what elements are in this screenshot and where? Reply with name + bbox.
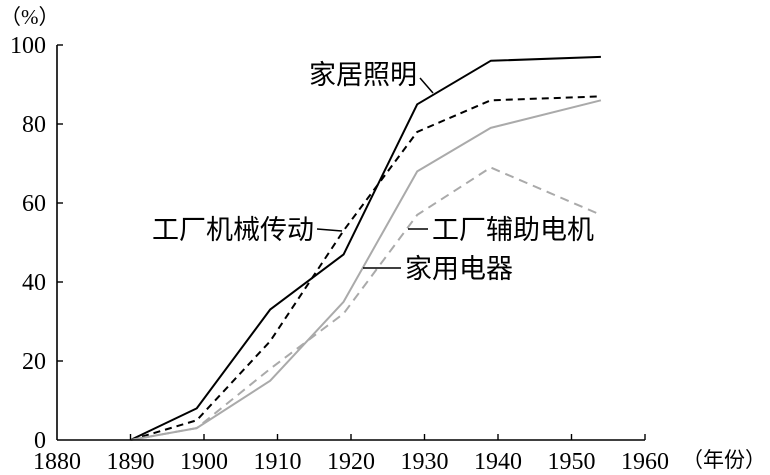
series-label-leader xyxy=(316,228,343,232)
x-tick-label: 1960 xyxy=(621,449,669,475)
x-tick-label: 1940 xyxy=(474,449,522,475)
series-label-home-lighting: 家居照明 xyxy=(309,60,417,90)
y-axis-title: （%） xyxy=(0,5,60,29)
y-tick-label: 0 xyxy=(34,428,46,454)
x-tick-label: 1900 xyxy=(180,449,228,475)
y-tick-label: 60 xyxy=(22,191,46,217)
y-tick-label: 100 xyxy=(10,33,46,59)
series-line-household-appliances xyxy=(130,99,602,441)
series-label-leader xyxy=(419,77,434,94)
y-tick-label: 40 xyxy=(22,270,46,296)
series-label-household-appliances: 家用电器 xyxy=(405,254,513,284)
series-label-factory-mechanical-drive: 工厂机械传动 xyxy=(152,215,314,245)
tick-layer: 1880 1890 1900 1910 1920 1930 1940 1950 1960 0 20 4… xyxy=(10,33,669,475)
x-tick-label: 1890 xyxy=(107,449,155,475)
x-tick-label: 1880 xyxy=(33,449,81,475)
x-tick-label: 1920 xyxy=(327,449,375,475)
series-label-factory-auxiliary-motors: 工厂辅助电机 xyxy=(432,215,594,245)
x-tick-label: 1950 xyxy=(548,449,596,475)
x-axis-title: （年份） xyxy=(682,448,766,472)
series-line-home-lighting xyxy=(130,55,601,441)
series-layer xyxy=(130,55,602,441)
x-tick-label: 1930 xyxy=(401,449,449,475)
y-tick-label: 20 xyxy=(22,349,46,375)
x-tick-label: 1910 xyxy=(254,449,302,475)
y-tick-label: 80 xyxy=(22,112,46,138)
